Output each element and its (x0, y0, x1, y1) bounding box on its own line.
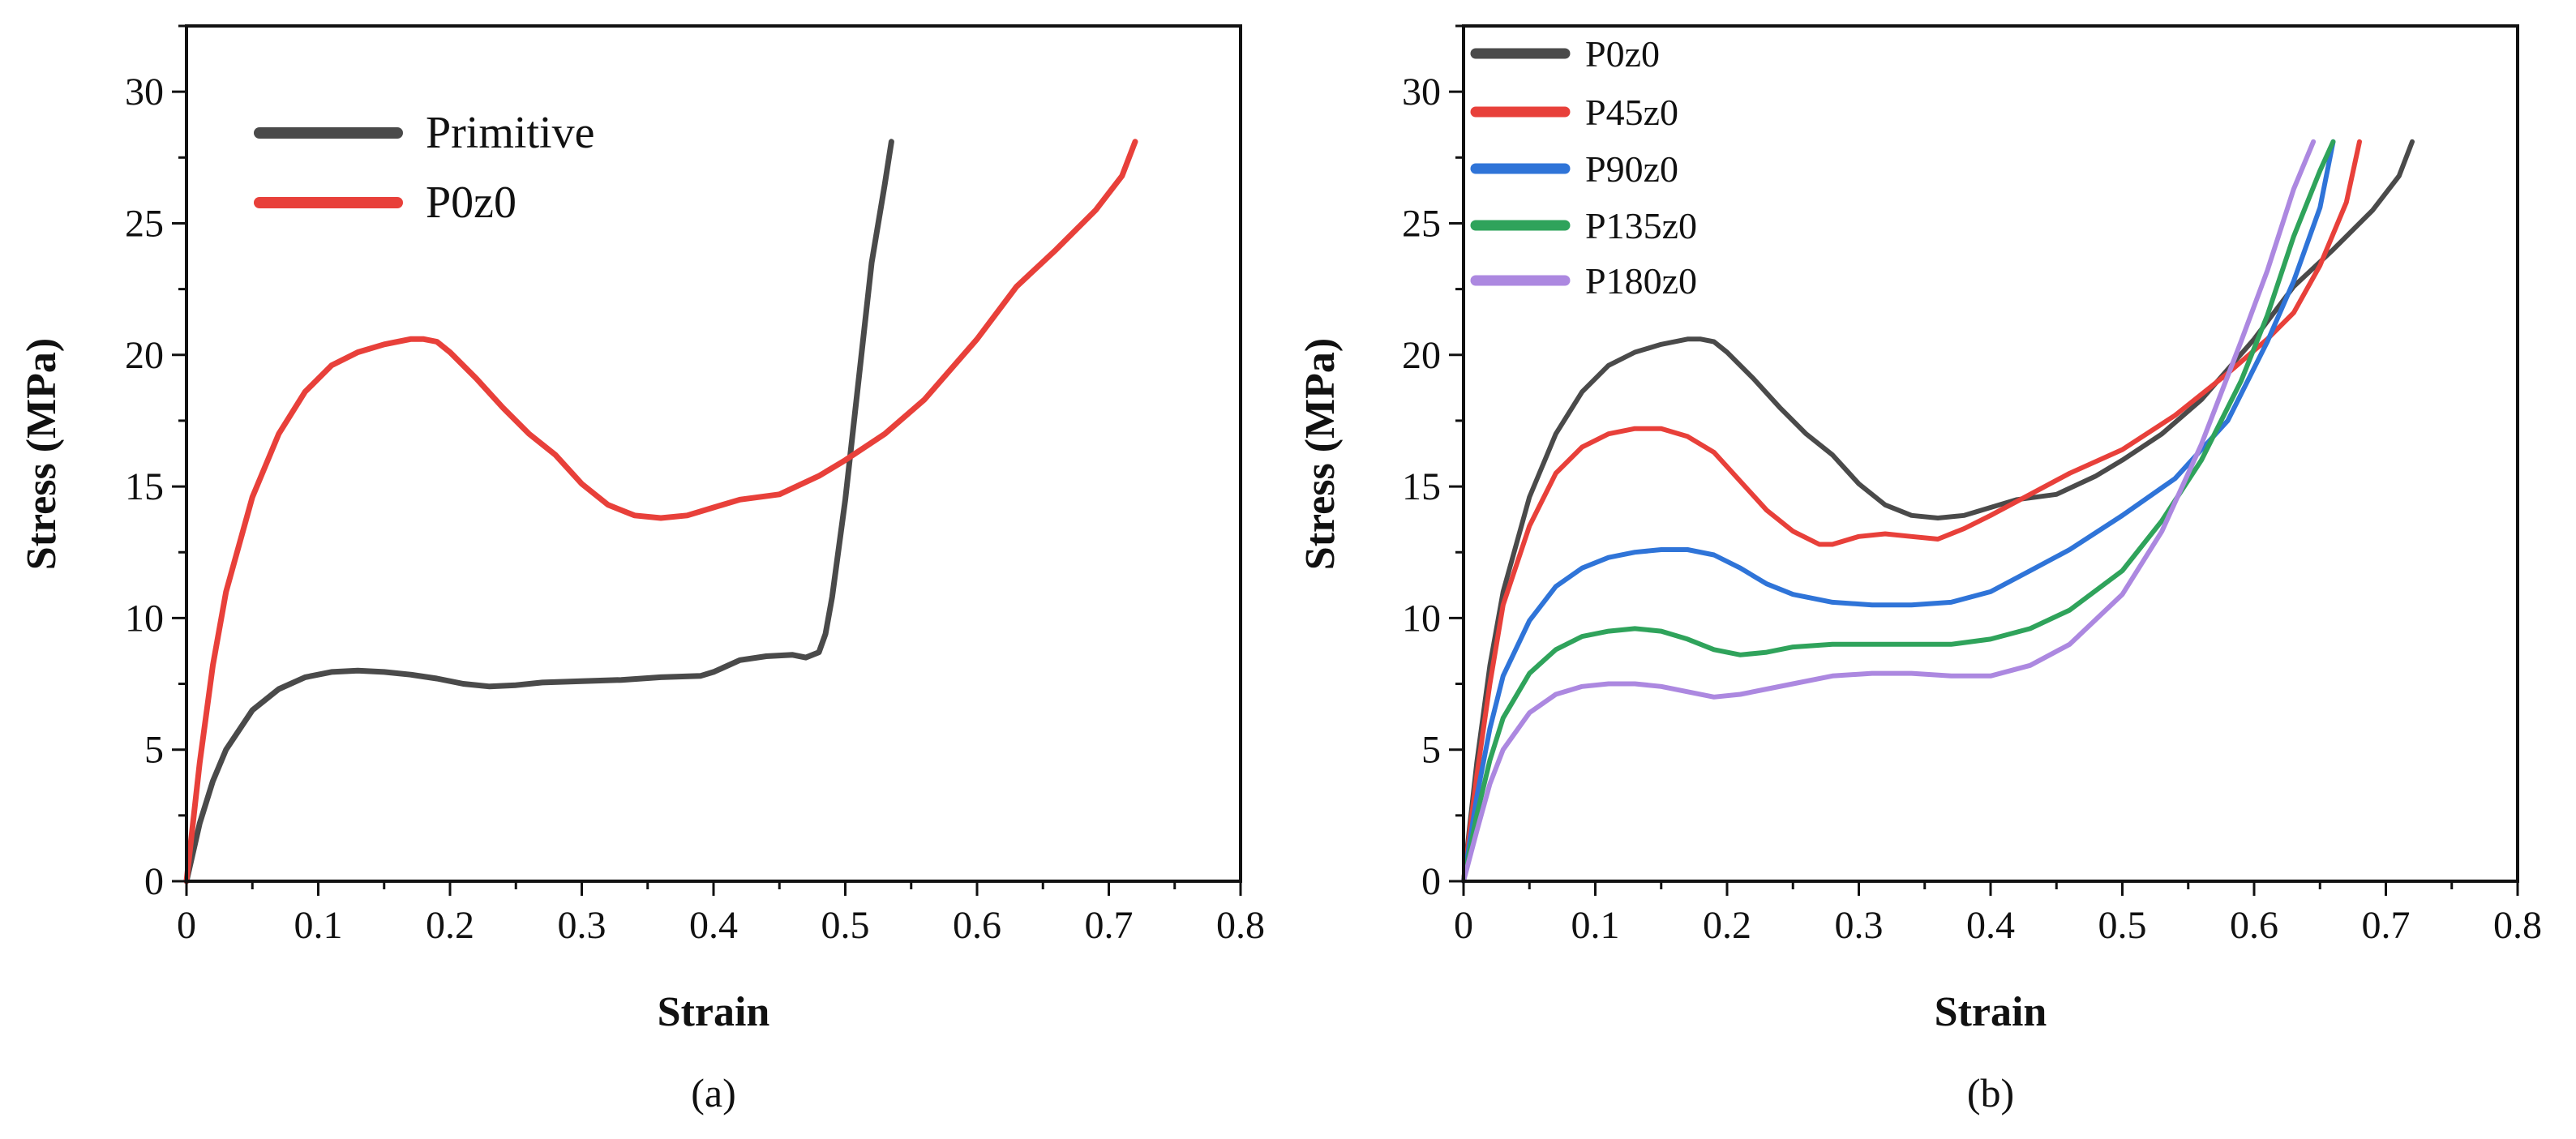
panel-a-x-ticks: 0 0.1 0.2 0.3 0.4 0.5 0.6 0.7 0.8 (177, 881, 1265, 947)
panel-a-y-tick-label-25: 25 (125, 202, 164, 245)
panel-a-y-axis-title: Stress (MPa) (19, 338, 65, 570)
panel-b-x-ticks: 0 0.1 0.2 0.3 0.4 0.5 0.6 0.7 0.8 (1454, 881, 2542, 947)
legend-label-p45z0: P45z0 (1585, 92, 1678, 133)
panel-a-series-p0z0 (183, 139, 1138, 884)
panel-a-y-tick-label-20: 20 (125, 334, 164, 377)
panel-b-x-tick-label-0-4: 0.4 (1966, 904, 2015, 947)
panel-a-y-tick-label-0: 0 (144, 860, 164, 903)
legend-label-primitive: Primitive (426, 108, 594, 158)
panel-a-y-tick-label-30: 30 (125, 71, 164, 113)
panel-b-x-tick-label-0: 0 (1454, 904, 1473, 947)
panel-b-y-tick-label-15: 15 (1402, 465, 1441, 508)
panel-a-y-ticks: 0 5 10 15 20 25 30 (125, 24, 186, 903)
panel-a-x-tick-label-0: 0 (177, 904, 196, 947)
legend-label-p0z0-b: P0z0 (1585, 33, 1660, 75)
panel-a-y-tick-label-15: 15 (125, 465, 164, 508)
panel-a-x-tick-label-0-2: 0.2 (426, 904, 474, 947)
panel-b-x-axis-title: Strain (1935, 989, 2047, 1035)
panel-a-x-axis-title: Strain (658, 989, 770, 1035)
panel-b-series-p180z0 (1461, 139, 2317, 884)
panel-b-y-tick-label-25: 25 (1402, 202, 1441, 245)
panel-a-x-tick-label-0-1: 0.1 (294, 904, 343, 947)
panel-a-x-tick-label-0-6: 0.6 (953, 904, 1001, 947)
panel-b-y-tick-label-30: 30 (1402, 71, 1441, 113)
panel-a-legend: Primitive P0z0 (254, 108, 594, 228)
panel-a-x-tick-label-0-5: 0.5 (821, 904, 870, 947)
panel-a-y-tick-label-10: 10 (125, 597, 164, 640)
panel-b-y-axis-title: Stress (MPa) (1297, 338, 1344, 570)
panel-a: 0 0.1 0.2 0.3 0.4 0.5 0.6 0.7 0.8 0 5 10 15 20 25 30 S… (19, 24, 1265, 1115)
panel-a-curves (183, 139, 1138, 884)
panel-b-series-p45z0 (1461, 139, 2362, 884)
legend-label-p90z0: P90z0 (1585, 148, 1678, 190)
panel-b-y-tick-label-0: 0 (1421, 860, 1441, 903)
legend-label-p135z0: P135z0 (1585, 205, 1697, 246)
panel-a-caption: (a) (691, 1070, 736, 1115)
panel-a-x-tick-label-0-3: 0.3 (558, 904, 606, 947)
panel-b-curves (1461, 139, 2415, 884)
panel-b-y-tick-label-10: 10 (1402, 597, 1441, 640)
panel-b-series-p135z0 (1461, 139, 2336, 884)
panel-b-x-tick-label-0-2: 0.2 (1703, 904, 1751, 947)
panel-b-x-tick-label-0-8: 0.8 (2493, 904, 2542, 947)
panel-a-series-primitive (183, 139, 894, 884)
legend-label-p180z0: P180z0 (1585, 260, 1697, 302)
panel-b-x-tick-label-0-6: 0.6 (2230, 904, 2278, 947)
panel-b-y-tick-label-20: 20 (1402, 334, 1441, 377)
panel-a-x-tick-label-0-8: 0.8 (1216, 904, 1265, 947)
panel-b-x-tick-label-0-3: 0.3 (1835, 904, 1884, 947)
panel-a-x-tick-label-0-7: 0.7 (1085, 904, 1134, 947)
panel-b-x-tick-label-0-5: 0.5 (2098, 904, 2147, 947)
panel-b-legend: P0z0 P45z0 P90z0 P135z0 P180z0 (1470, 33, 1697, 302)
legend-label-p0z0: P0z0 (426, 178, 516, 228)
panel-b-y-tick-label-5: 5 (1421, 729, 1441, 772)
panel-a-x-tick-label-0-4: 0.4 (689, 904, 738, 947)
panel-b-y-ticks: 0 5 10 15 20 25 30 (1402, 24, 1464, 903)
panel-b-x-tick-label-0-7: 0.7 (2362, 904, 2411, 947)
panel-b: 0 0.1 0.2 0.3 0.4 0.5 0.6 0.7 0.8 0 5 10 15 20 25 30 S… (1297, 24, 2542, 1115)
panel-b-caption: (b) (1967, 1070, 2014, 1115)
panel-a-y-tick-label-5: 5 (144, 729, 164, 772)
panel-b-x-tick-label-0-1: 0.1 (1571, 904, 1620, 947)
